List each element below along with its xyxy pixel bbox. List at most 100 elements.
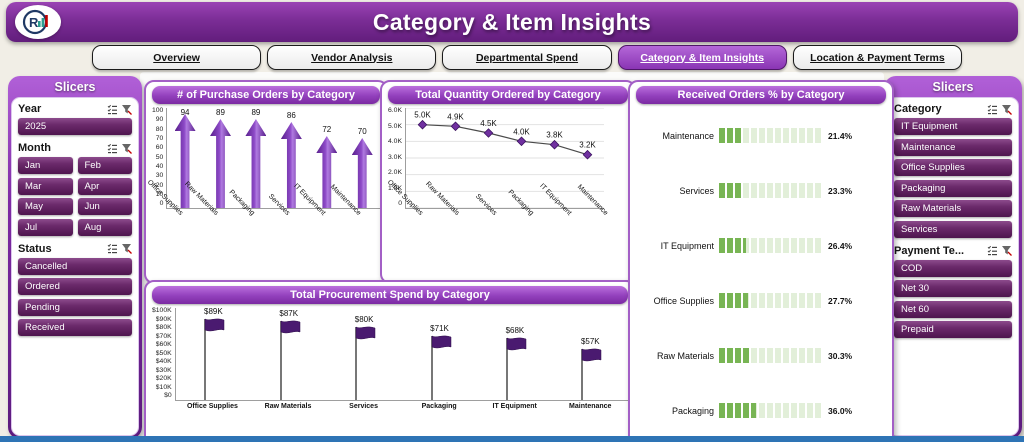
slicer-body: Category IT Equipment Maintenance Office Su…	[887, 97, 1019, 436]
flag-marker	[430, 335, 451, 400]
slicer-item-mar[interactable]: Mar	[18, 177, 73, 195]
y-tick-label: $30K	[155, 366, 172, 374]
y-tick-label: 2.0K	[388, 169, 402, 177]
slicer-section-label: Payment Te...	[894, 244, 965, 257]
y-tick-label: 80	[155, 125, 164, 133]
slicer-item-raw-materials[interactable]: Raw Materials	[894, 200, 1012, 217]
multiselect-icon[interactable]	[107, 243, 118, 254]
flag-column: $68K	[477, 308, 552, 400]
flag-column: $57K	[553, 308, 628, 400]
bar-value-label: 72	[322, 125, 332, 134]
slicer-item-cod[interactable]: COD	[894, 259, 1012, 277]
bar-track	[719, 183, 823, 198]
tab-category-item-insights[interactable]: Category & Item Insights	[617, 45, 787, 70]
slicer-item-services[interactable]: Services	[894, 220, 1012, 238]
category-label: IT Equipment	[660, 240, 714, 251]
slicer-section-icons	[987, 245, 1012, 256]
slicer-item-may[interactable]: May	[18, 198, 73, 215]
slicer-item-net-30[interactable]: Net 30	[894, 280, 1012, 297]
slicer-item-cancelled[interactable]: Cancelled	[18, 257, 132, 275]
flag-banner	[280, 320, 300, 334]
slicer-item-feb[interactable]: Feb	[77, 157, 132, 174]
percent-label: 26.4%	[828, 240, 853, 251]
slicer-item-received[interactable]: Received	[18, 319, 132, 336]
slicer-item-2025[interactable]: 2025	[18, 118, 132, 135]
slicer-item-maintenance[interactable]: Maintenance	[894, 138, 1012, 156]
multiselect-icon[interactable]	[107, 143, 118, 154]
bar-value-label: 70	[357, 127, 367, 136]
slicer-item-list: Jan Feb Mar Apr May Jun Jul Aug	[18, 157, 132, 236]
slicer-section-label: Year	[18, 103, 42, 115]
slicer-item-jun[interactable]: Jun	[77, 198, 132, 215]
y-tick-label: $70K	[155, 332, 172, 340]
slicer-item-pending[interactable]: Pending	[18, 298, 132, 316]
tab-location-payment-terms[interactable]: Location & Payment Terms	[792, 45, 963, 70]
y-tick-label: 0	[398, 200, 402, 208]
tab-vendor-analysis[interactable]: Vendor Analysis	[267, 45, 437, 70]
logo: R	[15, 5, 61, 39]
received-bar-row: Raw Materials 30.3%	[636, 348, 886, 363]
flag-marker	[279, 320, 300, 400]
category-label: Services	[679, 185, 714, 196]
x-label-cell: Raw Materials	[424, 181, 479, 263]
quantity-ordered-chart-panel: Total Quantity Ordered by Category 6.0K 5…	[380, 80, 636, 284]
slicer-item-office-supplies[interactable]: Office Supplies	[894, 159, 1012, 176]
bar-column: 72	[309, 108, 344, 208]
slicer-item-apr[interactable]: Apr	[77, 177, 132, 195]
clear-filter-icon[interactable]	[1001, 245, 1012, 256]
tab-overview[interactable]: Overview	[92, 45, 262, 70]
flag-marker	[355, 326, 376, 400]
data-point-label: 4.0K	[513, 127, 530, 136]
bar-arrow	[351, 138, 373, 208]
x-label-cell: IT Equipment	[538, 183, 591, 263]
slicer-item-jul[interactable]: Jul	[18, 218, 73, 236]
tab-bar: Overview Vendor Analysis Departmental Spen…	[92, 45, 963, 70]
flag-value-label: $68K	[505, 326, 525, 336]
flag-banner	[431, 335, 451, 349]
slicer-item-it-equipment[interactable]: IT Equipment	[894, 118, 1012, 135]
y-tick-label: 6.0K	[388, 107, 402, 114]
tab-departmental-spend[interactable]: Departmental Spend	[442, 45, 612, 70]
clear-filter-icon[interactable]	[121, 243, 132, 254]
slicer-item-aug[interactable]: Aug	[77, 218, 132, 236]
slicer-item-list: Cancelled Ordered Pending Received	[18, 257, 132, 336]
received-bar-row: Maintenance 21.4%	[636, 128, 886, 143]
slicer-item-list: 2025	[18, 118, 132, 135]
data-point-label: 3.2K	[579, 141, 596, 150]
bar-track	[719, 293, 823, 308]
bar-track	[719, 403, 823, 418]
flag-banner	[582, 348, 602, 362]
slicer-item-net-60[interactable]: Net 60	[894, 300, 1012, 318]
x-label-cell: Office Supplies	[385, 179, 442, 263]
x-axis-label: IT Equipment	[492, 403, 537, 410]
slicer-section-label: Status	[18, 242, 52, 255]
multiselect-icon[interactable]	[987, 104, 998, 115]
plot-area: $89K $87K $80K $71K $68K $57K	[174, 307, 628, 401]
data-point-marker	[450, 121, 461, 132]
slicer-body: Year 2025 Month Jan Feb Mar Apr May Jun Jul Aug Sta…	[11, 97, 139, 436]
slicer-item-list: IT Equipment Maintenance Office Supplies Pa…	[894, 118, 1012, 238]
bar-track	[719, 128, 823, 143]
slicer-item-ordered[interactable]: Ordered	[18, 278, 132, 295]
slicer-item-jan[interactable]: Jan	[18, 157, 73, 174]
data-point-marker	[417, 119, 428, 130]
data-point-marker	[483, 128, 494, 138]
received-orders-chart-panel: Received Orders % by Category Maintenanc…	[628, 80, 894, 442]
received-bar-row: Office Supplies 27.7%	[636, 293, 886, 308]
bar-column: 70	[345, 108, 380, 208]
header-banner: R Category & Item Insights	[6, 2, 1018, 42]
multiselect-icon[interactable]	[107, 104, 118, 115]
y-tick-label: 70	[155, 134, 164, 142]
clear-filter-icon[interactable]	[121, 143, 132, 154]
multiselect-icon[interactable]	[987, 245, 998, 256]
slicer-item-packaging[interactable]: Packaging	[894, 179, 1012, 197]
received-bar-row: Packaging 36.0%	[636, 403, 886, 418]
chart-title: Received Orders % by Category	[636, 86, 886, 104]
procurement-spend-chart-panel: Total Procurement Spend by Category $100…	[144, 280, 636, 442]
clear-filter-icon[interactable]	[1001, 104, 1012, 115]
slicer-item-prepaid[interactable]: Prepaid	[894, 321, 1012, 338]
clear-filter-icon[interactable]	[121, 104, 132, 115]
slicer-section-header: Status	[18, 243, 132, 255]
category-label: Raw Materials	[656, 350, 714, 361]
bar-fill	[719, 293, 748, 308]
